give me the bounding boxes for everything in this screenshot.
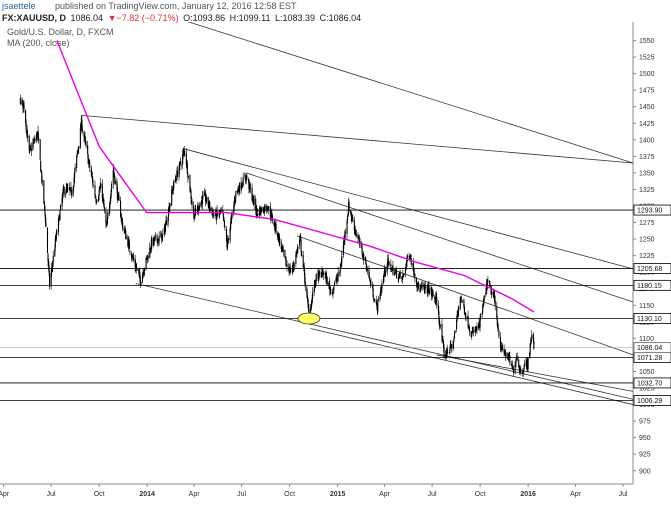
x-tick-label: Oct (475, 491, 486, 498)
x-tick-label: Jul (237, 491, 246, 498)
y-tick-label: 1025 (639, 386, 655, 393)
x-tick-label: 2014 (139, 491, 155, 498)
price-tag-label: 1205.68 (637, 266, 662, 273)
y-tick-label: 900 (639, 468, 651, 475)
price-tag-label: 1032.70 (637, 380, 662, 387)
y-tick-label: 1475 (639, 88, 655, 95)
last-price-tag-box (633, 342, 671, 354)
price-tag-label: 1006.29 (637, 398, 662, 405)
y-tick-label: 1550 (639, 38, 655, 45)
publish-info: published on TradingView.com, January 12… (55, 1, 297, 11)
legend-title[interactable]: Gold/U.S. Dollar, D, FXCM (7, 27, 114, 37)
price-tag-box (633, 204, 671, 216)
x-tick-label: Apr (570, 491, 582, 498)
y-tick-label: 1100 (639, 336, 654, 343)
y-tick-label: 950 (639, 435, 651, 442)
close-value: C:1086.04 (319, 13, 362, 23)
low-value: L:1083.39 (275, 13, 316, 23)
y-tick-label: 1375 (639, 154, 655, 161)
y-tick-label: 1525 (639, 55, 655, 62)
price-change: ▼−7.82 (−0.71%) (107, 13, 179, 23)
x-tick-label: Jul (428, 491, 437, 498)
y-tick-label: 1150 (639, 303, 654, 310)
price-tag-label: 1180.15 (637, 283, 662, 290)
y-tick-label: 1225 (639, 253, 655, 260)
open-value: O:1093.86 (183, 13, 226, 23)
author-name[interactable]: jsaettele (2, 1, 36, 11)
trend-line[interactable] (182, 148, 634, 270)
y-tick-label: 1425 (639, 121, 655, 128)
y-tick-label: 1325 (639, 187, 655, 194)
x-tick-label: Oct (284, 491, 295, 498)
y-tick-label: 1350 (639, 170, 655, 177)
publish-bar: jsaettele published on TradingView.com, … (0, 0, 671, 12)
y-tick-label: 1275 (639, 220, 655, 227)
trend-line[interactable] (147, 22, 634, 164)
highlight-ellipse (297, 312, 321, 325)
price-chart[interactable]: 9009259509751000102510501075110011251150… (0, 22, 671, 505)
chart-legend: Gold/U.S. Dollar, D, FXCM MA (200, close… (7, 27, 114, 49)
trend-line[interactable] (246, 172, 634, 303)
price-tag-box (633, 279, 671, 291)
ma200-line[interactable] (56, 40, 535, 313)
x-tick-label: 2015 (330, 491, 346, 498)
price-tag-box (633, 377, 671, 389)
y-tick-label: 1500 (639, 71, 655, 78)
price-tag-box (633, 313, 671, 324)
price-tag-label: 1071.28 (637, 355, 662, 362)
price-tag-box (633, 395, 671, 406)
symbol-label[interactable]: FX:XAUUSD, D (2, 13, 67, 23)
x-tick-label: Apr (0, 491, 10, 498)
y-tick-label: 1250 (639, 237, 655, 244)
y-tick-label: 1050 (639, 369, 655, 376)
y-tick-label: 925 (639, 452, 651, 459)
x-tick-label: 2016 (520, 491, 536, 498)
price-tag-label: 1130.10 (637, 316, 662, 323)
trend-line[interactable] (135, 283, 634, 400)
x-tick-label: Oct (94, 491, 105, 498)
high-value: H:1099.11 (229, 13, 271, 23)
price-tag-label: 1293.90 (637, 208, 662, 215)
trend-line[interactable] (296, 235, 634, 356)
trend-line[interactable] (310, 328, 634, 405)
last-price: 1086.04 (70, 13, 104, 23)
y-tick-label: 1450 (639, 104, 655, 111)
x-tick-label: Apr (379, 491, 391, 498)
x-tick-label: Jul (619, 491, 628, 498)
ohlc-bar: FX:XAUUSD, D 1086.04 ▼−7.82 (−0.71%) O:1… (2, 12, 363, 24)
x-tick-label: Jul (47, 491, 56, 498)
legend-ma[interactable]: MA (200, close) (7, 38, 70, 48)
last-price-tag-label: 1086.04 (637, 345, 662, 352)
y-tick-label: 975 (639, 419, 651, 426)
trend-line[interactable] (436, 354, 634, 392)
trend-line[interactable] (81, 114, 634, 164)
y-tick-label: 1400 (639, 137, 655, 144)
price-tag-box (633, 263, 671, 274)
x-tick-label: Apr (189, 491, 201, 498)
